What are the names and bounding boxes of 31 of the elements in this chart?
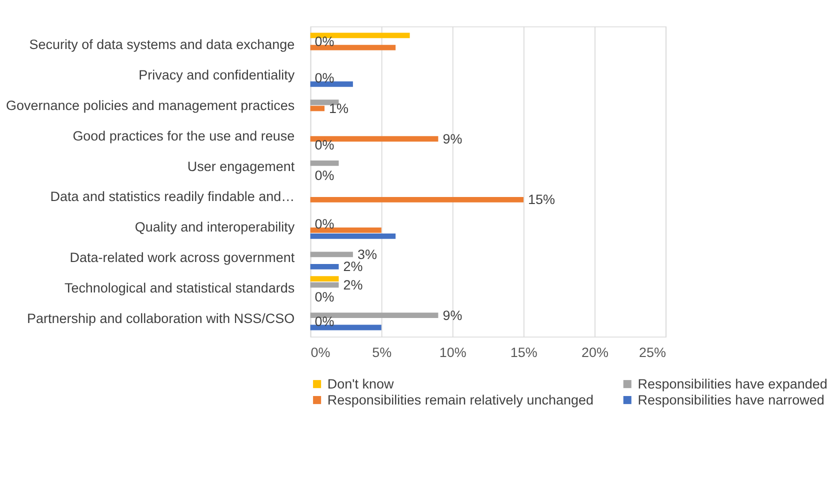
y-tick-label: User engagement <box>187 158 295 174</box>
x-tick-label: 0% <box>310 344 330 360</box>
legend-label: Responsibilities have expanded <box>638 376 828 392</box>
y-tick-label: Security of data systems and data exchange <box>29 37 295 52</box>
x-tick-label: 25% <box>639 344 666 360</box>
x-tick-label: 20% <box>581 344 608 360</box>
data-label: 15% <box>528 192 555 208</box>
data-label: 0% <box>314 137 334 152</box>
x-tick-label: 5% <box>372 344 392 360</box>
data-label: 9% <box>442 308 462 323</box>
y-tick-label: Data and statistics readily findable and… <box>50 189 295 204</box>
y-tick-label: Data-related work across government <box>70 250 295 266</box>
data-label: 2% <box>343 259 363 274</box>
x-tick-label: 15% <box>510 344 538 360</box>
y-tick-label: Privacy and confidentiality <box>138 67 295 82</box>
x-tick-label: 10% <box>439 344 466 360</box>
legend-label: Responsibilities remain relatively unchanged <box>327 392 594 408</box>
data-label: 0% <box>314 290 334 305</box>
y-tick-label: Technological and statistical standards <box>64 280 295 296</box>
y-tick-label: Governance policies and management practices <box>6 98 295 113</box>
y-tick-label: Partnership and collaboration with NSS/CSO <box>26 310 295 326</box>
data-label: 0% <box>314 314 334 329</box>
data-label: 0% <box>314 168 334 183</box>
data-label: 3% <box>357 246 377 262</box>
data-label: 2% <box>343 277 363 292</box>
legend-label: Don't know <box>327 376 394 392</box>
y-tick-label: Good practices for the use and reuse <box>72 128 295 144</box>
legend-label: Responsibilities have narrowed <box>638 392 824 408</box>
data-label: 1% <box>329 100 349 116</box>
y-tick-label: Quality and interoperability <box>134 220 295 235</box>
data-label: 9% <box>442 131 462 146</box>
